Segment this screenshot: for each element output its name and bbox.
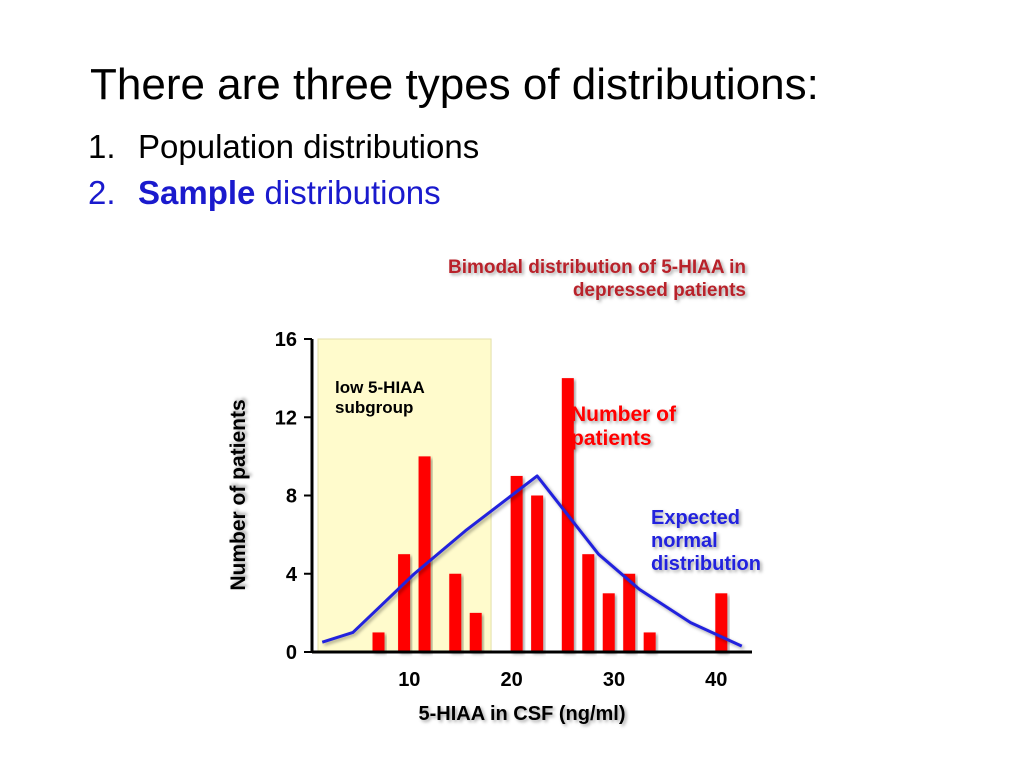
histogram-bar bbox=[372, 632, 385, 652]
x-tick-label: 40 bbox=[705, 669, 727, 691]
normal-distribution-line bbox=[321, 474, 743, 648]
list-number: 1. bbox=[88, 128, 116, 165]
slide-heading: There are three types of distributions: bbox=[90, 60, 819, 109]
list-number: 2. bbox=[88, 174, 116, 211]
list-item-population: 1. Population distributions bbox=[88, 124, 479, 170]
histogram-bar bbox=[418, 456, 431, 652]
x-axis-label: 5-HIAA in CSF (ng/ml) bbox=[418, 703, 625, 725]
x-tick-label: 20 bbox=[501, 669, 523, 691]
y-axis-label: Number of patients bbox=[227, 399, 250, 590]
low-subgroup-label: subgroup bbox=[335, 398, 413, 417]
list-item-emphasis: Sample bbox=[138, 174, 256, 211]
chart-title: Bimodal distribution of 5-HIAA in bbox=[448, 257, 746, 278]
histogram-bar bbox=[531, 495, 544, 652]
y-tick-label: 4 bbox=[286, 564, 298, 586]
histogram-bar bbox=[623, 573, 636, 652]
line-series-label: distribution bbox=[651, 553, 761, 575]
list-item-sample: 2. Sample distributions bbox=[88, 170, 479, 216]
y-tick-label: 16 bbox=[275, 329, 297, 351]
line-series-label: normal bbox=[651, 530, 718, 552]
bars-series-label: Number of bbox=[571, 403, 677, 426]
histogram-bar bbox=[510, 475, 523, 652]
line-series-label: Expected bbox=[651, 507, 740, 529]
x-tick-label: 10 bbox=[398, 669, 420, 691]
histogram-bar bbox=[582, 554, 595, 652]
low-subgroup-label: low 5-HIAA bbox=[335, 378, 425, 397]
histogram-bar bbox=[602, 593, 615, 652]
histogram-bar bbox=[449, 573, 462, 652]
distribution-types-list: 1. Population distributions 2. Sample dist… bbox=[88, 124, 479, 216]
chart-title: depressed patients bbox=[573, 280, 746, 301]
x-tick-label: 30 bbox=[603, 669, 625, 691]
list-item-label: Population distributions bbox=[138, 128, 480, 165]
bars-series-label: patients bbox=[571, 427, 652, 450]
histogram-bar bbox=[469, 612, 482, 652]
histogram-bar bbox=[715, 593, 728, 652]
histogram-bar bbox=[643, 632, 656, 652]
y-tick-label: 12 bbox=[275, 407, 297, 429]
y-tick-label: 8 bbox=[286, 486, 297, 508]
list-item-label: distributions bbox=[255, 174, 441, 211]
histogram-bar bbox=[398, 554, 411, 652]
y-tick-label: 0 bbox=[286, 642, 297, 664]
